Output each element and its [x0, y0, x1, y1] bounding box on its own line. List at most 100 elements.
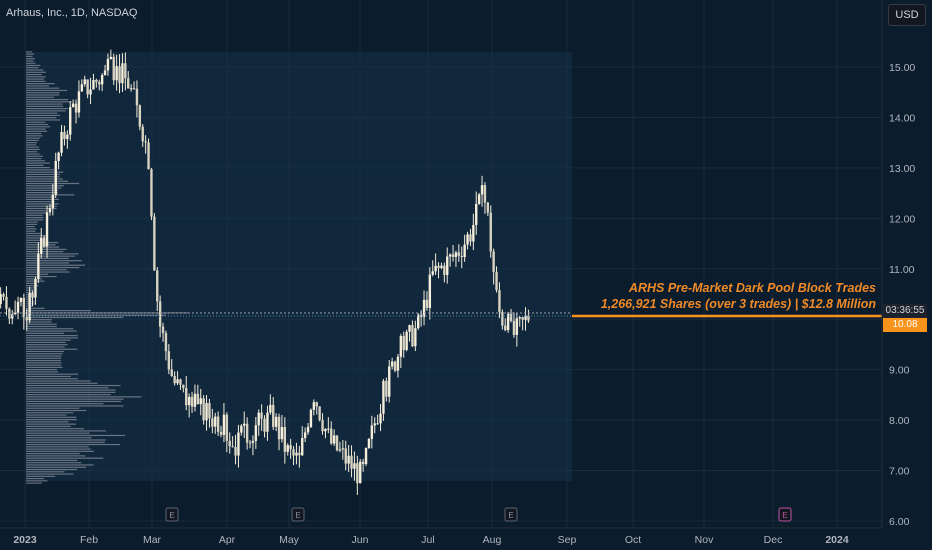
- candle-body: [303, 432, 307, 438]
- volume-profile-bar: [26, 405, 124, 407]
- volume-profile-bar: [26, 92, 60, 94]
- earnings-marker[interactable]: [504, 507, 518, 522]
- volume-profile-bar: [26, 450, 94, 452]
- candle-body: [40, 237, 43, 254]
- candle-body: [269, 404, 272, 413]
- volume-profile-bar: [26, 69, 44, 71]
- volume-profile-bar: [26, 196, 56, 198]
- candle-body: [245, 423, 249, 443]
- y-tick-label: 14.00: [889, 112, 915, 124]
- candle-body: [501, 311, 504, 326]
- currency-button[interactable]: USD: [888, 4, 926, 26]
- candle-body: [222, 414, 226, 435]
- candle-body: [440, 265, 443, 268]
- candle-body: [422, 299, 426, 318]
- candle-body: [74, 103, 78, 113]
- volume-profile-bar: [26, 371, 59, 373]
- candle-body: [89, 89, 92, 95]
- candle-body: [451, 254, 455, 257]
- volume-profile-bar: [26, 167, 50, 169]
- earnings-marker-label: E: [169, 511, 174, 520]
- candle-body: [135, 88, 139, 106]
- volume-profile-bar: [26, 387, 109, 389]
- candle-body: [376, 423, 379, 425]
- candle-body: [19, 297, 23, 302]
- candle-body: [330, 428, 333, 444]
- volume-profile-bar: [26, 251, 64, 253]
- volume-profile-bar: [26, 64, 41, 67]
- candle-body: [71, 103, 75, 108]
- candle-body: [150, 169, 153, 217]
- volume-profile-bar: [26, 384, 121, 387]
- candle-body: [463, 244, 466, 258]
- volume-profile-bar: [26, 421, 69, 423]
- last-price-badge: 10.08: [883, 318, 927, 332]
- candle-body: [57, 152, 60, 162]
- candle-body: [193, 393, 197, 407]
- x-tick-label: 2023: [13, 534, 37, 546]
- x-tick-label: Aug: [483, 534, 502, 546]
- candle-body: [379, 413, 382, 424]
- volume-profile-bar: [26, 348, 78, 350]
- x-tick-label: May: [279, 534, 300, 546]
- earnings-marker[interactable]: [778, 507, 792, 522]
- time-axis[interactable]: 2023 Feb Mar Apr May Jun Jul Aug Sep Oct Nov Dec 202…: [13, 534, 849, 546]
- candle-body: [115, 66, 118, 81]
- candle-body: [312, 402, 316, 410]
- earnings-marker[interactable]: [291, 507, 305, 522]
- x-tick-label: Dec: [764, 534, 783, 546]
- volume-profile-bar: [26, 223, 38, 225]
- y-tick-label: 7.00: [889, 466, 910, 478]
- candle-body: [0, 294, 2, 305]
- volume-profile-bar: [26, 73, 42, 76]
- candle-body: [237, 432, 240, 456]
- candle-body: [167, 351, 171, 370]
- volume-profile-bar: [26, 328, 74, 330]
- price-axis[interactable]: 6.007.008.009.0010.0011.0012.0013.0014.0…: [889, 62, 915, 528]
- volume-profile-bar: [26, 153, 40, 155]
- volume-profile-bar: [26, 207, 57, 210]
- volume-profile-bar: [26, 389, 116, 391]
- volume-profile-bar: [26, 323, 57, 325]
- candle-body: [202, 398, 205, 421]
- candle-body: [260, 412, 263, 419]
- volume-profile-bar: [26, 98, 69, 101]
- volume-profile-bar: [26, 369, 58, 371]
- volume-profile-bar: [26, 146, 39, 148]
- volume-profile-bar: [26, 457, 104, 459]
- y-tick-label: 15.00: [889, 62, 915, 74]
- candle-body: [454, 252, 458, 257]
- volume-profile-bar: [26, 362, 62, 364]
- candle-body: [399, 336, 403, 357]
- volume-profile-bar: [26, 62, 36, 64]
- candle-body: [60, 131, 63, 153]
- candle-body: [524, 315, 527, 320]
- candle-body: [109, 56, 113, 60]
- earnings-marker[interactable]: [165, 507, 179, 522]
- volume-profile-bar: [26, 330, 77, 332]
- volume-profile-bar: [26, 135, 43, 137]
- volume-profile-bar: [26, 339, 71, 341]
- candle-body: [51, 194, 55, 209]
- candle-body: [286, 445, 289, 452]
- volume-profile-bar: [26, 443, 121, 446]
- volume-profile-bar: [26, 187, 62, 189]
- candle-body: [272, 404, 275, 427]
- volume-profile-bar: [26, 448, 91, 450]
- volume-profile-bar: [26, 325, 57, 328]
- volume-profile-bar: [26, 425, 71, 427]
- volume-profile-bar: [26, 278, 42, 280]
- volume-profile-bar: [26, 357, 62, 359]
- x-tick-label: Apr: [219, 534, 236, 546]
- volume-profile-bar: [26, 400, 121, 403]
- volume-profile-bar: [26, 316, 124, 319]
- volume-profile-bar: [26, 237, 42, 239]
- volume-profile-bar: [26, 96, 54, 98]
- volume-profile-bar: [26, 310, 92, 312]
- volume-profile-bar: [26, 182, 80, 185]
- volume-profile-bar: [26, 201, 56, 203]
- volume-profile-bar: [26, 264, 86, 266]
- candle-body: [161, 326, 165, 334]
